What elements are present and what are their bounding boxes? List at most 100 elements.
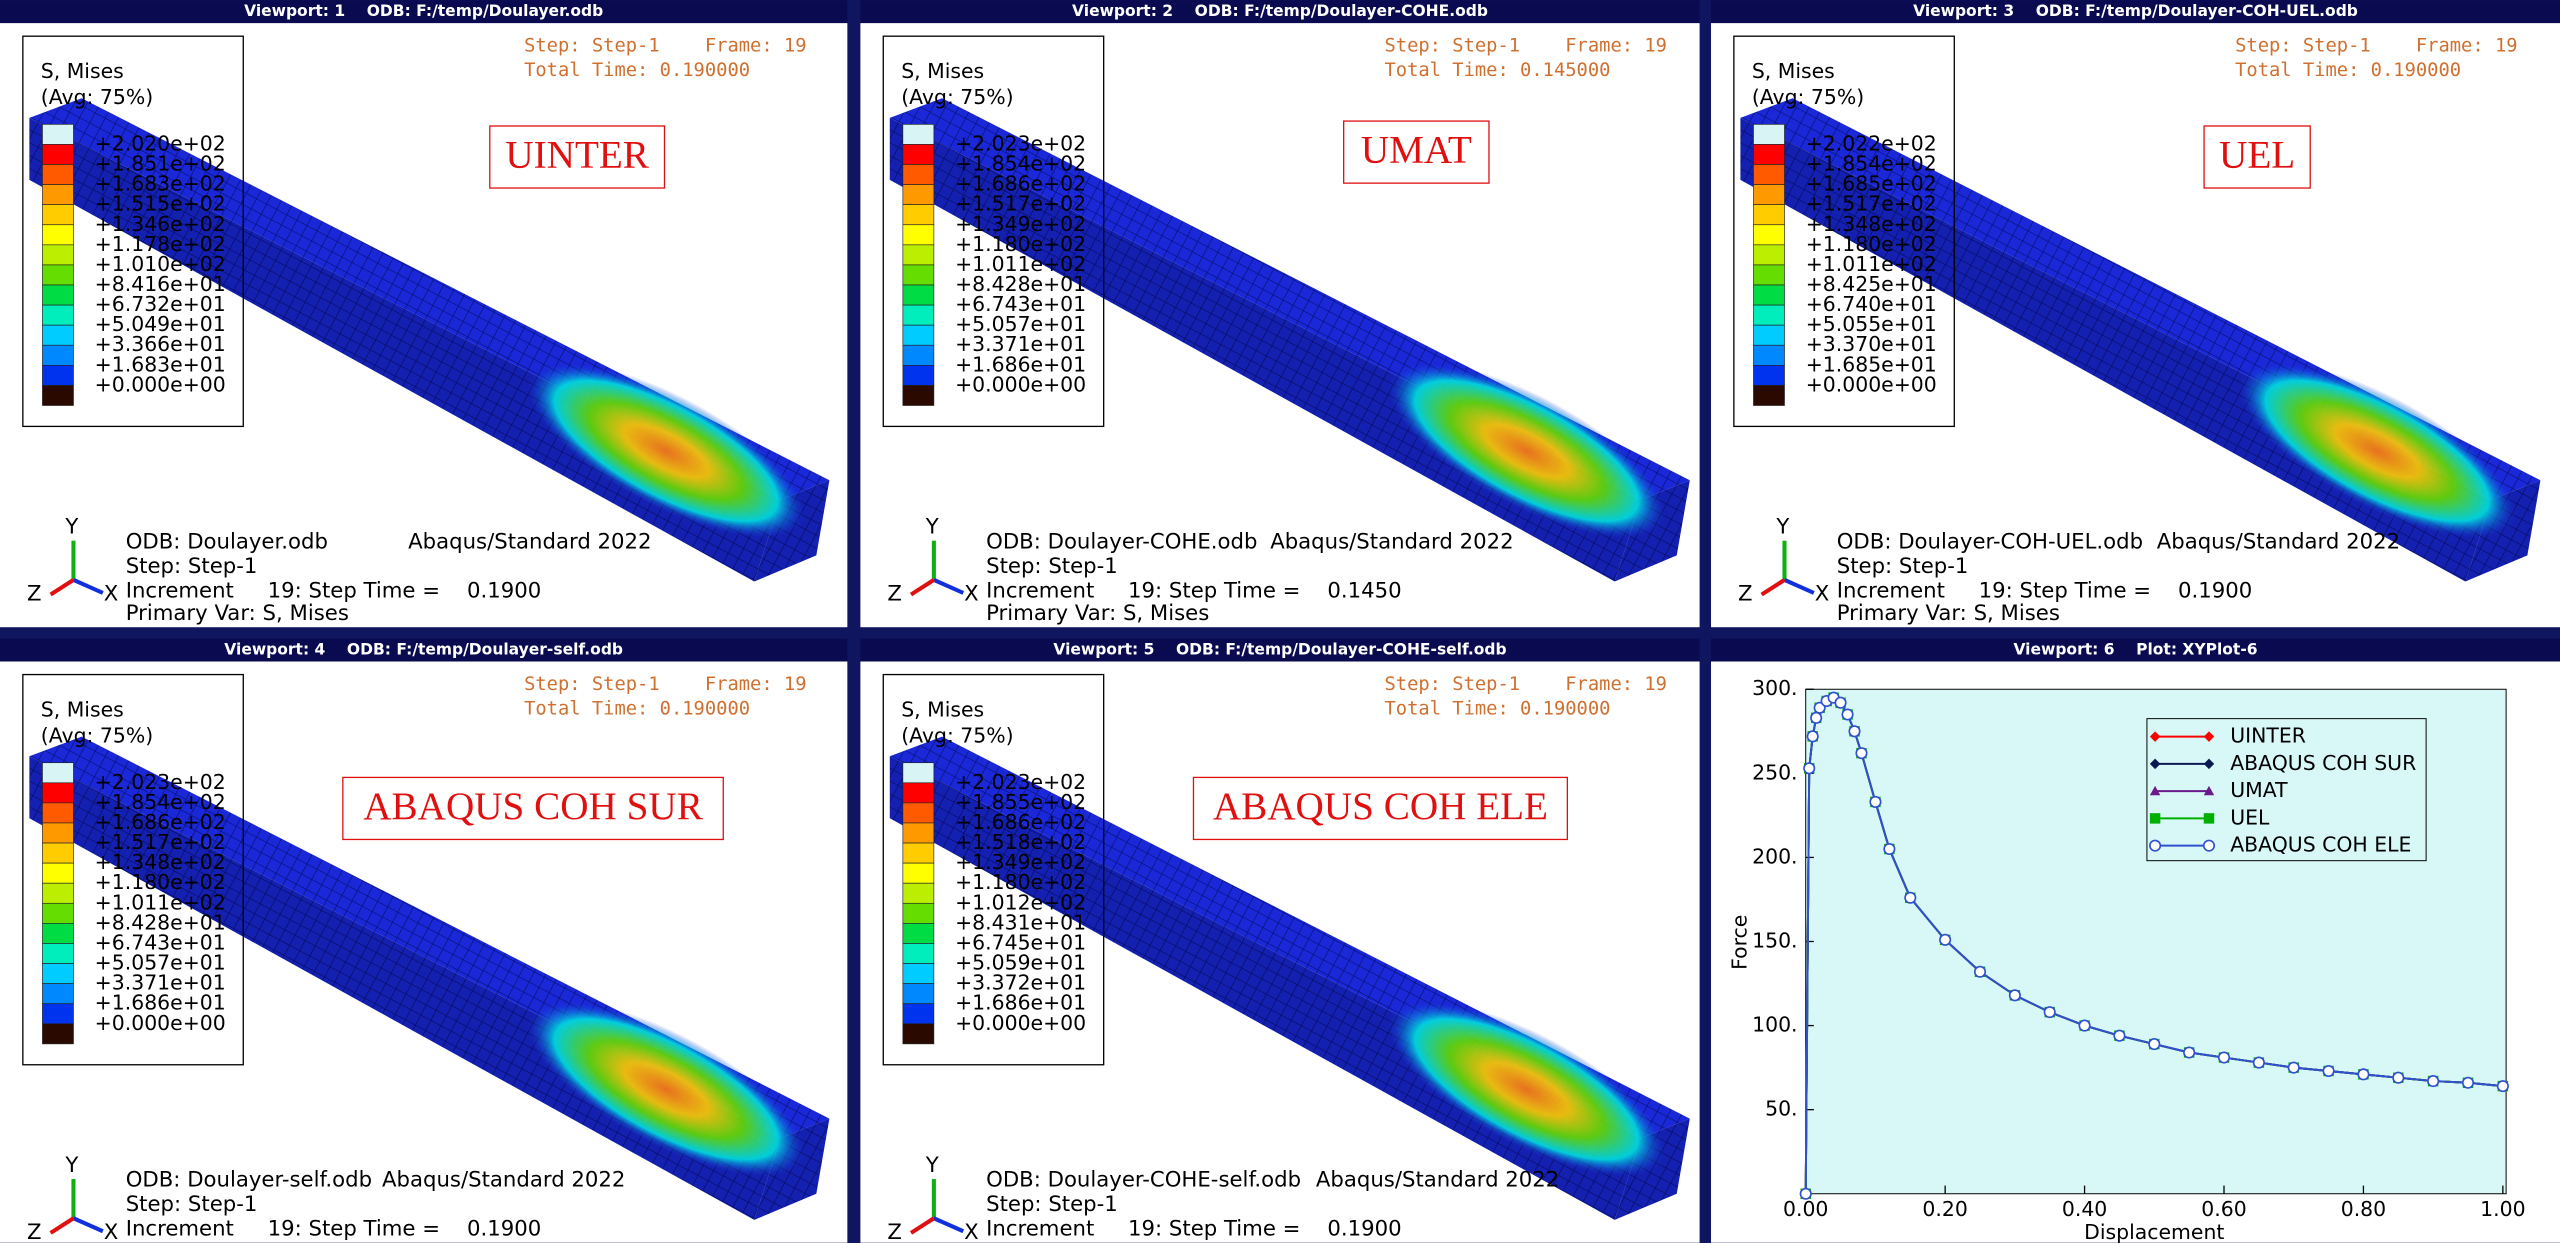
legend-value: +1.855e+02 bbox=[955, 790, 1086, 814]
legend-swatch bbox=[1753, 385, 1785, 406]
total-time: Total Time: 0.145000 bbox=[1384, 60, 1610, 81]
triad-x bbox=[72, 1216, 104, 1234]
step-name: Step: Step-1 bbox=[986, 554, 1118, 579]
legend-value: +1.686e+02 bbox=[955, 810, 1086, 834]
legend-swatch bbox=[1753, 184, 1785, 206]
data-point bbox=[2183, 1046, 2196, 1059]
triad-z bbox=[909, 1216, 935, 1235]
legend-value: +8.431e+01 bbox=[955, 910, 1086, 934]
legend-swatch bbox=[1753, 244, 1785, 266]
x-tick-label: 0.20 bbox=[1922, 1197, 1967, 1221]
legend-value: +3.372e+01 bbox=[955, 971, 1086, 995]
y-tick-label: 250. bbox=[1752, 760, 1797, 784]
legend-value: +1.011e+02 bbox=[95, 890, 226, 914]
legend-value: +0.000e+00 bbox=[1806, 372, 1937, 396]
data-point bbox=[1939, 933, 1952, 946]
legend-value: +1.686e+01 bbox=[955, 991, 1086, 1015]
data-point bbox=[1869, 795, 1882, 808]
primary-var: Primary Var: S, Mises bbox=[986, 601, 1209, 626]
legend-value: +6.740e+01 bbox=[1806, 292, 1937, 316]
data-point bbox=[2203, 758, 2215, 770]
legend-swatch bbox=[1753, 124, 1785, 145]
odb-name: ODB: Doulayer-COH-UEL.odb bbox=[1837, 529, 2143, 554]
step-name: Step: Step-1 bbox=[1837, 554, 1969, 579]
legend-value: +6.732e+01 bbox=[95, 292, 226, 316]
data-point bbox=[1810, 711, 1823, 724]
triad-z bbox=[49, 578, 75, 597]
legend-swatch bbox=[1753, 264, 1785, 286]
legend-value: +1.515e+02 bbox=[95, 192, 226, 216]
legend-value: +5.049e+01 bbox=[95, 312, 226, 336]
legend-swatch bbox=[902, 923, 935, 944]
data-point bbox=[2149, 839, 2162, 852]
legend-swatch bbox=[42, 983, 74, 1005]
legend-value: +3.371e+01 bbox=[95, 971, 226, 995]
legend-value: +1.349e+02 bbox=[955, 850, 1086, 874]
legend-swatch bbox=[42, 264, 74, 286]
legend-swatch bbox=[902, 224, 935, 246]
solver-version: Abaqus/Standard 2022 bbox=[382, 1168, 625, 1193]
legend-value: +1.683e+01 bbox=[95, 352, 226, 376]
data-point bbox=[2287, 1061, 2300, 1074]
legend-title: S, Mises bbox=[41, 59, 124, 83]
legend-title: S, Mises bbox=[901, 697, 984, 721]
triad-x bbox=[1783, 578, 1815, 595]
triad-label: Y bbox=[1775, 515, 1789, 540]
triad-label: Y bbox=[925, 515, 939, 540]
viewport-title: Viewport: 6 Plot: XYPlot-6 bbox=[2013, 641, 2257, 659]
legend-value: +5.057e+01 bbox=[95, 951, 226, 975]
odb-name: ODB: Doulayer.odb bbox=[126, 529, 328, 554]
primary-var: Primary Var: S, Mises bbox=[126, 601, 349, 626]
legend-swatch bbox=[902, 244, 935, 266]
legend-swatch bbox=[902, 385, 935, 406]
legend-box bbox=[882, 35, 1105, 428]
legend-swatch bbox=[902, 184, 935, 206]
legend-swatch bbox=[42, 822, 74, 844]
triad-label: Z bbox=[27, 1220, 42, 1243]
increment: Increment 19: Step Time = 0.1900 bbox=[126, 578, 542, 603]
x-tick-label: 0.60 bbox=[2201, 1197, 2246, 1221]
legend-value: +6.743e+01 bbox=[955, 292, 1086, 316]
legend-swatch bbox=[902, 983, 935, 1005]
viewport-title-bar bbox=[0, 0, 848, 24]
legend-swatch bbox=[902, 902, 935, 924]
legend-swatch bbox=[902, 324, 935, 346]
viewport-title: Viewport: 1 ODB: F:/temp/Doulayer.odb bbox=[244, 2, 603, 20]
data-point bbox=[2202, 839, 2216, 852]
legend-value: +2.020e+02 bbox=[95, 131, 226, 155]
increment: Increment 19: Step Time = 0.1900 bbox=[986, 1217, 1402, 1242]
y-tick-label: 200. bbox=[1752, 844, 1797, 868]
legend-value: +6.743e+01 bbox=[95, 930, 226, 954]
legend-value: +6.745e+01 bbox=[955, 930, 1086, 954]
data-point bbox=[2217, 1051, 2231, 1064]
legend-value: +1.348e+02 bbox=[95, 850, 226, 874]
legend-entry: UMAT bbox=[2230, 778, 2288, 802]
legend-swatch bbox=[42, 923, 74, 944]
data-point bbox=[1883, 842, 1896, 856]
legend-value: +2.022e+02 bbox=[1806, 131, 1937, 155]
legend-swatch bbox=[42, 862, 74, 884]
legend-swatch bbox=[902, 365, 935, 386]
method-label: UINTER bbox=[505, 134, 649, 177]
legend-swatch bbox=[902, 782, 935, 804]
triad-label: X bbox=[104, 1220, 119, 1243]
legend-value: +3.371e+01 bbox=[955, 332, 1086, 356]
stress-hotspot bbox=[1387, 1001, 1666, 1178]
x-tick-label: 1.00 bbox=[2480, 1197, 2525, 1221]
legend-swatch bbox=[42, 802, 74, 824]
legend-swatch bbox=[902, 264, 935, 286]
data-point bbox=[1904, 891, 1917, 904]
viewport-title: Viewport: 3 ODB: F:/temp/Doulayer-COH-UE… bbox=[1913, 2, 2358, 20]
viewport-title-bar bbox=[860, 638, 1700, 662]
legend-swatch bbox=[42, 1003, 74, 1025]
odb-name: ODB: Doulayer-COHE-self.odb bbox=[986, 1168, 1301, 1193]
data-point bbox=[2113, 1029, 2126, 1042]
legend-value: +5.057e+01 bbox=[955, 312, 1086, 336]
legend-box bbox=[1733, 35, 1955, 428]
legend-value: +1.686e+02 bbox=[95, 810, 226, 834]
legend-swatch bbox=[42, 842, 74, 864]
legend-swatch bbox=[902, 284, 935, 306]
triad-label: Z bbox=[887, 1220, 902, 1243]
method-label-box bbox=[342, 776, 724, 841]
